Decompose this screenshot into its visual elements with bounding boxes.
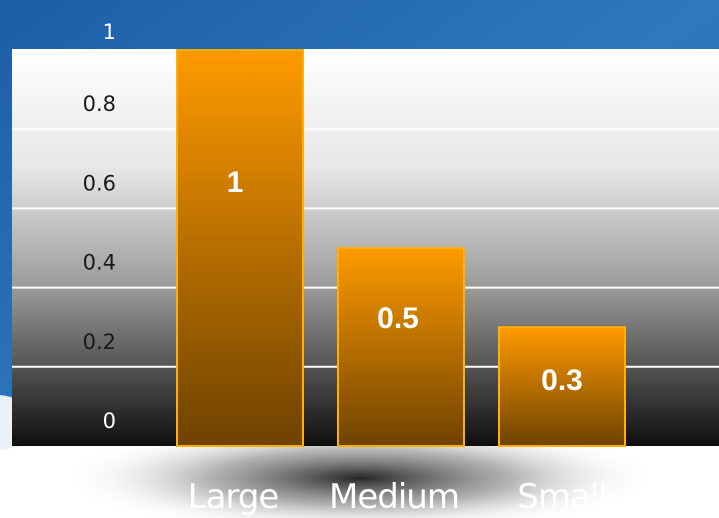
bars: [176, 49, 626, 448]
x-category-label: Small: [517, 477, 606, 517]
data-label: 1: [227, 166, 244, 199]
data-label: 0.5: [377, 302, 419, 335]
bar-medium: [337, 247, 465, 447]
y-axis-ticks: 0 0.2 0.4 0.6 0.8 1: [83, 20, 116, 433]
y-tick-label: 0.6: [83, 171, 116, 195]
bar-large: [176, 49, 304, 447]
y-tick-label: 0.4: [83, 251, 116, 275]
x-axis-categories: Large Medium Small: [188, 477, 608, 517]
y-tick-label: 0.8: [83, 92, 116, 116]
y-tick-label: 0.2: [83, 330, 116, 354]
y-tick-label: 1: [103, 20, 116, 44]
data-labels: 1 0.5 0.3: [227, 166, 583, 397]
x-category-label: Medium: [329, 477, 459, 517]
y-tick-label: 0: [103, 409, 116, 433]
data-label: 0.3: [541, 364, 583, 397]
x-category-label: Large: [188, 477, 279, 517]
bar-small: [498, 326, 626, 448]
